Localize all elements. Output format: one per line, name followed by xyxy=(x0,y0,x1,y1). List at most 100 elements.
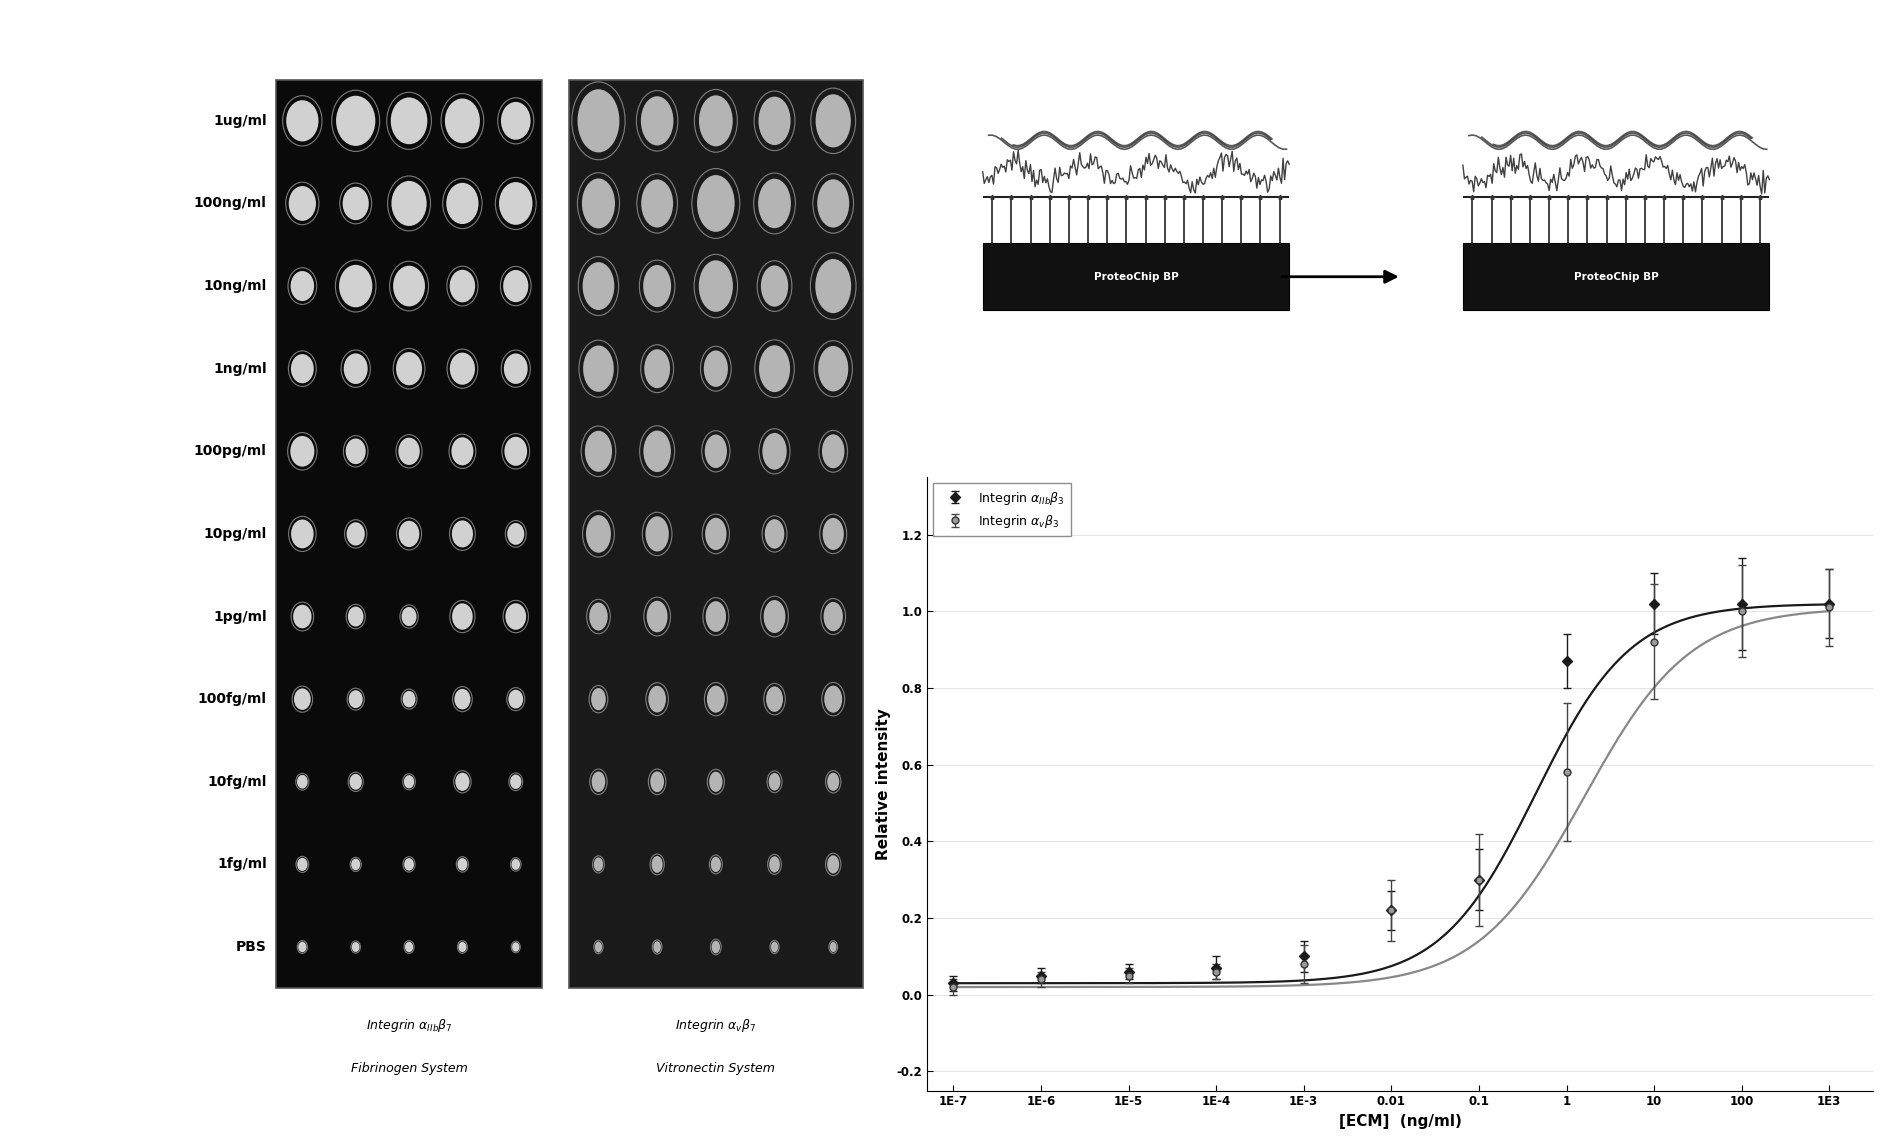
Bar xyxy=(569,80,863,988)
Ellipse shape xyxy=(583,345,613,392)
Circle shape xyxy=(452,520,473,548)
Text: 1fg/ml: 1fg/ml xyxy=(218,858,267,871)
Text: Integrin $\alpha_v\beta_7$: Integrin $\alpha_v\beta_7$ xyxy=(675,1017,757,1034)
Circle shape xyxy=(503,353,528,384)
Bar xyxy=(1463,243,1769,310)
Ellipse shape xyxy=(766,686,783,712)
Ellipse shape xyxy=(827,772,840,791)
Ellipse shape xyxy=(710,771,723,792)
Text: 10fg/ml: 10fg/ml xyxy=(208,775,267,788)
Text: Vitronectin System: Vitronectin System xyxy=(657,1062,776,1075)
Circle shape xyxy=(401,607,416,626)
Ellipse shape xyxy=(706,518,727,550)
Circle shape xyxy=(344,353,367,384)
Circle shape xyxy=(342,186,369,220)
Circle shape xyxy=(445,99,481,143)
Ellipse shape xyxy=(827,855,840,874)
Ellipse shape xyxy=(815,259,851,314)
Bar xyxy=(276,80,543,988)
Circle shape xyxy=(509,690,524,709)
Circle shape xyxy=(403,691,416,708)
Circle shape xyxy=(403,775,414,788)
Ellipse shape xyxy=(759,345,791,392)
Circle shape xyxy=(348,607,363,627)
Ellipse shape xyxy=(759,97,791,145)
Circle shape xyxy=(337,95,375,145)
Text: 10pg/ml: 10pg/ml xyxy=(204,527,267,541)
Ellipse shape xyxy=(594,942,602,952)
Circle shape xyxy=(454,688,471,710)
Circle shape xyxy=(392,181,428,226)
Circle shape xyxy=(511,859,520,870)
Ellipse shape xyxy=(761,266,789,307)
Circle shape xyxy=(350,774,361,790)
Legend: Integrin $\alpha_{IIb}\beta_3$, Integrin $\alpha_v\beta_3$: Integrin $\alpha_{IIb}\beta_3$, Integrin… xyxy=(933,484,1071,536)
Circle shape xyxy=(293,604,312,628)
Circle shape xyxy=(291,354,314,383)
Circle shape xyxy=(297,858,308,871)
Ellipse shape xyxy=(651,855,662,872)
Circle shape xyxy=(346,438,365,465)
Text: 100fg/ml: 100fg/ml xyxy=(199,692,267,707)
Circle shape xyxy=(511,775,522,790)
Circle shape xyxy=(346,523,365,545)
Circle shape xyxy=(447,183,479,224)
Circle shape xyxy=(458,858,467,871)
Ellipse shape xyxy=(704,350,728,387)
Ellipse shape xyxy=(698,95,732,147)
Ellipse shape xyxy=(762,433,787,469)
Ellipse shape xyxy=(823,602,844,632)
Circle shape xyxy=(507,523,524,545)
Ellipse shape xyxy=(764,519,785,549)
Circle shape xyxy=(352,942,359,952)
Circle shape xyxy=(392,98,428,144)
Ellipse shape xyxy=(588,602,607,630)
Circle shape xyxy=(405,858,414,870)
Circle shape xyxy=(452,437,473,466)
Circle shape xyxy=(501,102,530,140)
Ellipse shape xyxy=(764,600,785,633)
Circle shape xyxy=(399,520,420,548)
Circle shape xyxy=(503,270,528,302)
Ellipse shape xyxy=(590,688,605,710)
Circle shape xyxy=(513,942,520,952)
Ellipse shape xyxy=(583,262,615,310)
Circle shape xyxy=(293,688,310,710)
Ellipse shape xyxy=(587,515,611,553)
Circle shape xyxy=(352,859,359,870)
Circle shape xyxy=(499,182,532,225)
Ellipse shape xyxy=(823,518,844,550)
Ellipse shape xyxy=(653,942,660,953)
Ellipse shape xyxy=(711,857,721,872)
Text: 100ng/ml: 100ng/ml xyxy=(193,197,267,210)
Circle shape xyxy=(291,519,314,549)
Circle shape xyxy=(405,942,412,952)
Circle shape xyxy=(505,603,526,629)
Ellipse shape xyxy=(592,771,605,792)
Text: PBS: PBS xyxy=(236,939,267,954)
Circle shape xyxy=(299,942,307,952)
Circle shape xyxy=(289,436,314,467)
Ellipse shape xyxy=(708,686,725,712)
Text: Integrin $\alpha_{IIb}\beta_7$: Integrin $\alpha_{IIb}\beta_7$ xyxy=(365,1017,452,1034)
Circle shape xyxy=(399,437,420,465)
Circle shape xyxy=(348,691,363,708)
Ellipse shape xyxy=(759,178,791,228)
Ellipse shape xyxy=(770,942,778,952)
Circle shape xyxy=(505,436,528,466)
Ellipse shape xyxy=(821,434,844,468)
Circle shape xyxy=(450,352,475,385)
Text: ProteoChip BP: ProteoChip BP xyxy=(1094,272,1179,282)
Text: 1ug/ml: 1ug/ml xyxy=(214,114,267,128)
Ellipse shape xyxy=(647,601,668,633)
X-axis label: [ECM]  (ng/ml): [ECM] (ng/ml) xyxy=(1340,1114,1461,1129)
Ellipse shape xyxy=(583,178,615,228)
Ellipse shape xyxy=(641,179,674,227)
Circle shape xyxy=(289,186,316,220)
Ellipse shape xyxy=(696,175,734,232)
Ellipse shape xyxy=(643,431,672,473)
Circle shape xyxy=(394,266,426,307)
Ellipse shape xyxy=(585,431,611,471)
Ellipse shape xyxy=(770,857,780,872)
Circle shape xyxy=(452,603,473,629)
